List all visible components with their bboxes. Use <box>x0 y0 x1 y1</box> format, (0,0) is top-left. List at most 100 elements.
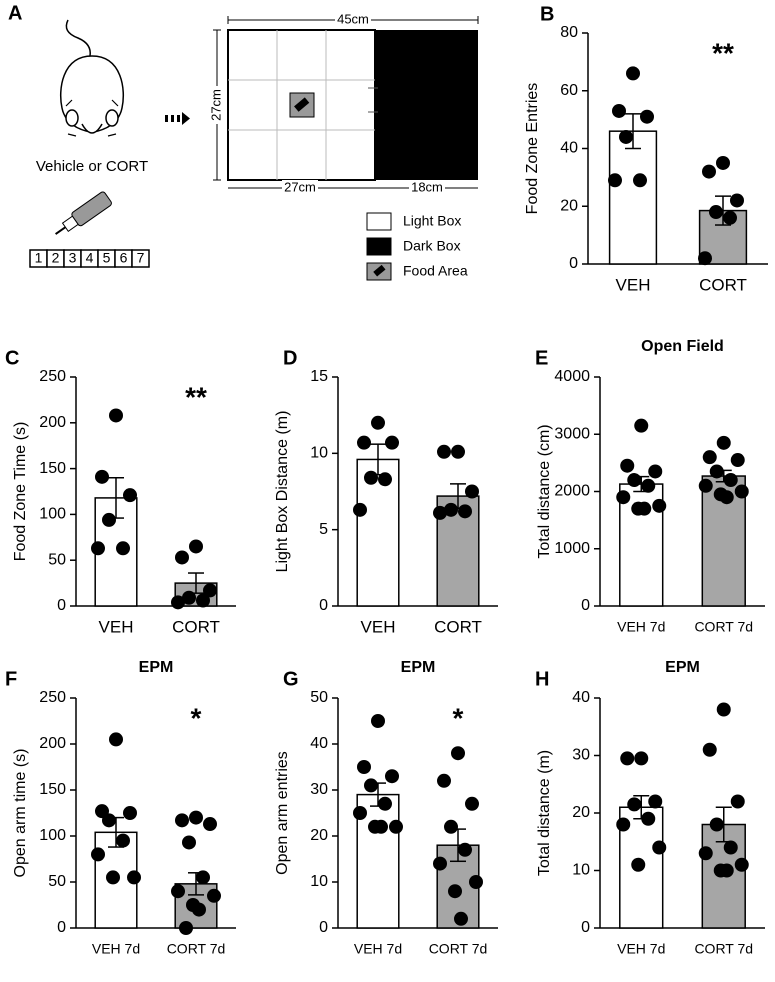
data-point <box>433 505 447 520</box>
data-point <box>641 478 656 493</box>
data-point <box>179 921 193 935</box>
significance: * <box>191 702 202 733</box>
data-point <box>631 857 646 872</box>
y-tick-label: 40 <box>560 140 578 157</box>
day-label: 6 <box>120 250 128 266</box>
y-tick-label: 50 <box>48 873 66 890</box>
x-tick-label: CORT <box>699 275 747 294</box>
legend-label: Light Box <box>403 213 461 229</box>
data-point <box>730 193 744 208</box>
data-point <box>723 210 737 225</box>
x-tick-label: VEH <box>361 617 396 636</box>
dim-label: 45cm <box>337 11 369 26</box>
data-point <box>702 164 716 179</box>
significance: ** <box>185 381 207 412</box>
y-tick-label: 10 <box>572 862 590 879</box>
data-point <box>716 702 731 717</box>
mouse-ear <box>105 109 119 127</box>
panel-letter: H <box>535 668 549 690</box>
data-point <box>648 464 663 479</box>
data-point <box>698 846 713 861</box>
data-point <box>458 842 472 857</box>
data-point <box>465 796 479 811</box>
y-tick-label: 200 <box>39 414 66 431</box>
y-tick-label: 40 <box>572 689 590 706</box>
data-point <box>698 478 713 493</box>
grid <box>228 30 375 180</box>
data-point <box>196 593 210 608</box>
food <box>373 264 386 277</box>
data-point <box>698 251 712 266</box>
chart-title: EPM <box>665 659 700 676</box>
x-tick-label: VEH 7d <box>617 619 665 635</box>
y-tick-label: 5 <box>319 521 328 538</box>
data-point <box>106 870 120 885</box>
y-tick-label: 250 <box>39 368 66 385</box>
data-point <box>648 794 663 809</box>
data-point <box>723 473 738 488</box>
data-point <box>612 103 626 118</box>
day-label: 4 <box>86 250 94 266</box>
data-point <box>433 856 447 871</box>
chart-panel: F EPM Open arm time (s) 0 50 100 150 200 250 VEH … <box>5 659 236 957</box>
data-point <box>203 583 217 598</box>
chart-title: Open Field <box>641 338 724 355</box>
chart-panel: H EPM Total distance (m) 0 10 20 30 40 VEH 7d COR… <box>535 659 765 957</box>
panel-letter: D <box>283 347 297 369</box>
arrow <box>165 112 190 125</box>
data-point <box>719 490 734 505</box>
data-point <box>189 810 203 825</box>
y-tick-label: 0 <box>319 919 328 936</box>
data-point <box>109 732 123 747</box>
y-tick-label: 0 <box>57 919 66 936</box>
data-point <box>616 817 631 832</box>
data-point <box>709 205 723 220</box>
data-point <box>127 870 141 885</box>
y-tick-label: 50 <box>310 689 328 706</box>
y-tick-label: 150 <box>39 781 66 798</box>
significance: * <box>453 702 464 733</box>
panel-letter: F <box>5 668 17 690</box>
day-label: 3 <box>69 250 77 266</box>
y-axis-label: Food Zone Entries <box>524 83 541 215</box>
y-tick-label: 0 <box>569 255 578 272</box>
data-point <box>616 490 631 505</box>
data-point <box>734 857 749 872</box>
day-label: 5 <box>103 250 111 266</box>
chart-panel: G EPM Open arm entries 0 10 20 30 40 50 VEH 7d COR… <box>274 659 498 957</box>
panel-letter: C <box>5 347 19 369</box>
y-tick-label: 30 <box>310 781 328 798</box>
data-point <box>437 444 451 459</box>
y-tick-label: 200 <box>39 735 66 752</box>
data-point <box>192 902 206 917</box>
y-tick-label: 2000 <box>554 483 590 500</box>
bar <box>608 130 658 265</box>
data-point <box>451 746 465 761</box>
door <box>368 87 378 113</box>
x-tick-label: CORT 7d <box>167 941 226 957</box>
y-tick-label: 10 <box>310 873 328 890</box>
day-label: 2 <box>52 250 60 266</box>
y-axis-label: Light Box Distance (m) <box>274 411 291 573</box>
data-point <box>641 811 656 826</box>
y-tick-label: 20 <box>310 827 328 844</box>
day-box <box>131 249 150 268</box>
data-point <box>652 840 667 855</box>
data-point <box>437 773 451 788</box>
panel-letter: B <box>540 3 554 25</box>
data-point <box>620 751 635 766</box>
y-tick-label: 50 <box>48 551 66 568</box>
data-point <box>123 806 137 820</box>
data-point <box>364 778 378 793</box>
dim-label: 27cm <box>208 89 223 121</box>
data-point <box>116 833 130 848</box>
data-point <box>451 444 465 459</box>
data-point <box>444 819 458 834</box>
y-tick-label: 30 <box>572 747 590 764</box>
panel-letter: E <box>535 347 548 369</box>
x-tick-label: CORT 7d <box>694 619 753 635</box>
data-point <box>357 760 371 774</box>
data-point <box>620 458 635 473</box>
